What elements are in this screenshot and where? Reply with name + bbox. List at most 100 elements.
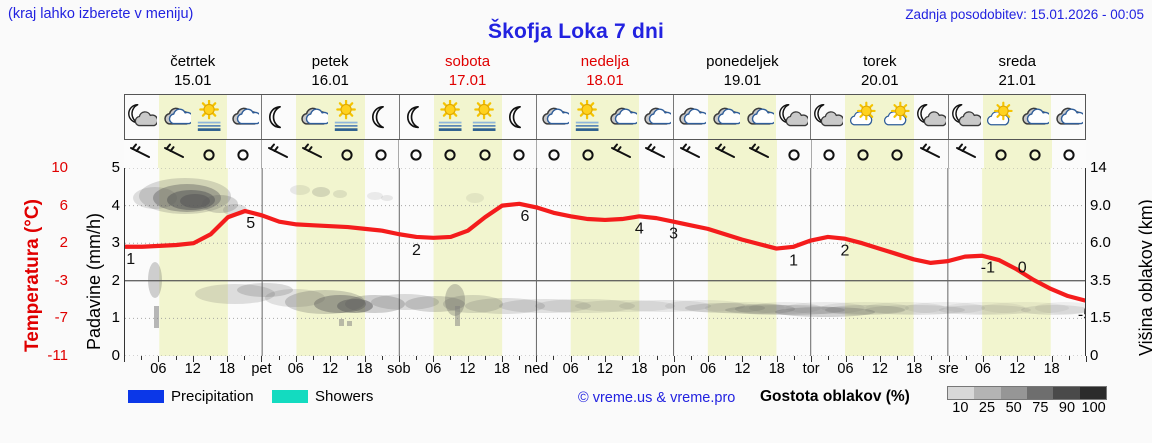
time-tick [622, 356, 624, 360]
cloud-icon [159, 95, 194, 139]
temperature-tick: 2 [59, 234, 68, 252]
time-tick [467, 356, 469, 362]
day-header-3: nedelja 18.01 [536, 52, 673, 92]
time-tick [330, 356, 332, 362]
day-name: nedelja [580, 53, 630, 70]
wind-day-0 [124, 140, 262, 168]
day-header-6: sreda 21.01 [949, 52, 1086, 92]
cloud-icon [1016, 95, 1051, 139]
time-tick [845, 356, 847, 362]
time-tick [879, 356, 881, 362]
time-tick [914, 356, 916, 362]
menu-note: (kraj lahko izberete v meniju) [8, 6, 194, 22]
temperature-label: 4 [635, 220, 644, 237]
time-label: pet [251, 361, 272, 377]
time-tick [1034, 356, 1036, 360]
day-header-5: torek 20.01 [811, 52, 948, 92]
time-tick [639, 356, 641, 362]
time-tick [1000, 356, 1002, 360]
cloud-icon [674, 95, 708, 139]
cloud-height-axis-title: Višina oblakov (km) [1136, 199, 1152, 356]
cloud-density-gradient [947, 386, 1107, 400]
time-label: sob [387, 361, 411, 377]
time-tick [776, 356, 778, 362]
density-tick: 25 [978, 400, 996, 416]
wind-calm-icon [777, 140, 811, 168]
time-label: 18 [218, 361, 236, 377]
density-swatch-3 [1026, 387, 1054, 399]
time-label: 12 [596, 361, 614, 377]
precipitation-tick: 0 [111, 347, 120, 364]
time-tick [364, 356, 366, 362]
moon-cloud-icon [776, 95, 810, 139]
cloud-icon [639, 95, 673, 139]
time-tick [209, 356, 211, 360]
day-date: 21.01 [998, 72, 1037, 89]
sun-rain-icon [467, 95, 502, 139]
icon-day-1 [262, 95, 400, 139]
time-tick [708, 356, 710, 362]
time-tick [965, 356, 967, 360]
precipitation-legend-label: Precipitation [171, 388, 254, 405]
temperature-label: -5 [1078, 306, 1085, 323]
time-axis: 06 12 18 pet 06 12 18 sob 06 12 18 ned 06 12 18 pon 06 12… [124, 356, 1087, 382]
time-tick [862, 356, 864, 360]
day-name: četrtek [170, 53, 216, 70]
time-tick [227, 356, 229, 362]
wind-calm-icon [192, 140, 227, 168]
time-tick [725, 356, 727, 360]
wind-calm-icon [812, 140, 846, 168]
wind-calm-icon [226, 140, 260, 168]
time-tick [158, 356, 160, 362]
time-tick [295, 356, 297, 362]
temperature-label: 0 [1018, 260, 1027, 277]
day-name: torek [863, 53, 897, 70]
day-name: sreda [998, 53, 1036, 70]
cloud-icon [605, 95, 640, 139]
wind-calm-icon [537, 140, 571, 168]
page-title: Škofja Loka 7 dni [487, 20, 665, 43]
time-label: 06 [425, 361, 442, 377]
temperature-tick: -7 [54, 309, 68, 327]
time-tick [416, 356, 418, 360]
temperature-label: 5 [246, 215, 255, 232]
day-header-4: ponedeljek 19.01 [674, 52, 811, 92]
wind-day-4 [674, 140, 812, 168]
time-tick [605, 356, 606, 362]
time-label: 18 [768, 361, 785, 377]
wind-day-1 [262, 140, 400, 168]
time-label: 18 [631, 361, 648, 377]
moon-cloud-icon [914, 95, 948, 139]
temperature-tick: 6 [59, 196, 68, 214]
time-tick [1017, 356, 1019, 362]
time-label: 12 [871, 361, 888, 377]
sun-cloud-icon [982, 95, 1017, 139]
wind-calm-icon [880, 140, 915, 168]
time-tick [1086, 356, 1087, 362]
temperature-tick: -11 [47, 347, 68, 364]
wind-calm-icon [399, 140, 433, 168]
moon-icon [262, 95, 296, 139]
precipitation-tick: 3 [111, 234, 120, 252]
day-date: 16.01 [311, 72, 349, 89]
cloud-density-tick-labels: 10 25 50 75 90 100 [941, 400, 1113, 418]
time-tick [793, 356, 795, 360]
moon-cloud-icon [811, 95, 845, 139]
sun-rain-icon [193, 95, 228, 139]
time-label: 06 [699, 361, 717, 377]
cloud-height-tick: 6.0 [1090, 234, 1111, 252]
temperature-label: 2 [412, 242, 421, 259]
time-label: 12 [459, 361, 476, 377]
time-label: 06 [562, 361, 579, 377]
wind-barb-icon [605, 140, 640, 168]
day-name: sobota [445, 53, 491, 70]
wind-barb-icon [295, 140, 330, 168]
cloud-height-tick: 9.0 [1090, 196, 1111, 214]
time-tick [244, 356, 246, 360]
icon-day-3 [537, 95, 675, 139]
wind-calm-icon [502, 140, 536, 168]
day-header-0: četrtek 15.01 [124, 52, 261, 92]
time-tick [1051, 356, 1053, 362]
density-tick: 100 [1081, 400, 1106, 416]
